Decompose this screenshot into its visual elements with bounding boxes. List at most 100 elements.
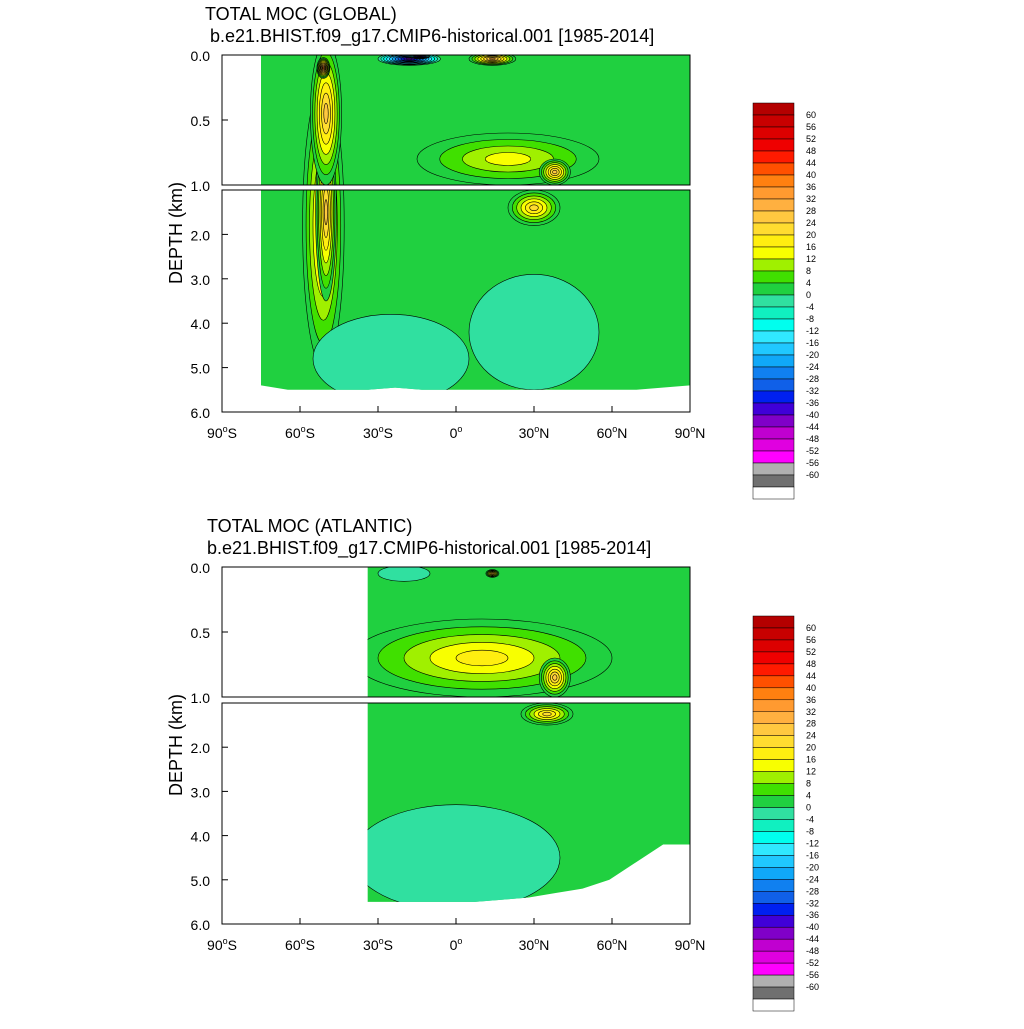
colorbar-swatch xyxy=(753,831,794,843)
colorbar-swatch xyxy=(753,235,794,247)
x-tick-label: 90oS xyxy=(207,936,237,953)
y-tick-label: 3.0 xyxy=(191,784,211,800)
colorbar-label: 40 xyxy=(806,170,816,180)
colorbar-label: -8 xyxy=(806,826,814,836)
colorbar-swatch xyxy=(753,331,794,343)
colorbar-label: 4 xyxy=(806,278,811,288)
colorbar-swatch xyxy=(753,463,794,475)
colorbar-swatch xyxy=(753,748,794,760)
colorbar-swatch xyxy=(753,139,794,151)
colorbar-swatch xyxy=(753,487,794,499)
colorbar-swatch xyxy=(753,700,794,712)
colorbar-swatch xyxy=(753,307,794,319)
y-tick-label: 2.0 xyxy=(191,227,211,243)
colorbar-label: 24 xyxy=(806,218,816,228)
colorbar-label: -4 xyxy=(806,814,814,824)
y-tick-label: 0.0 xyxy=(191,560,211,576)
x-tick-label: 0o xyxy=(450,424,463,441)
colorbar-swatch xyxy=(753,475,794,487)
x-tick-label: 90oN xyxy=(675,424,706,441)
colorbar-swatch xyxy=(753,652,794,664)
colorbar-swatch xyxy=(753,796,794,808)
colorbar-label: 48 xyxy=(806,659,816,669)
colorbar-label: 16 xyxy=(806,755,816,765)
colorbar-swatch xyxy=(753,724,794,736)
colorbar-label: -20 xyxy=(806,350,819,360)
colorbar-swatch xyxy=(753,927,794,939)
x-tick-label: 60oN xyxy=(597,936,628,953)
contour-amoc-deep xyxy=(530,205,539,211)
colorbar-swatch xyxy=(753,115,794,127)
colorbar-swatch xyxy=(753,616,794,628)
x-tick-label: 60oS xyxy=(285,936,315,953)
colorbar-label: -48 xyxy=(806,946,819,956)
colorbar-swatch xyxy=(753,712,794,724)
colorbar-label: -16 xyxy=(806,338,819,348)
colorbar-swatch xyxy=(753,891,794,903)
colorbar-label: -44 xyxy=(806,422,819,432)
colorbar-label: -40 xyxy=(806,922,819,932)
colorbar-swatch xyxy=(753,199,794,211)
colorbar-label: -36 xyxy=(806,910,819,920)
colorbar-label: 56 xyxy=(806,122,816,132)
colorbar-swatch xyxy=(753,211,794,223)
colorbar-swatch xyxy=(753,439,794,451)
colorbar-label: 12 xyxy=(806,254,816,264)
colorbar-label: -60 xyxy=(806,470,819,480)
colorbar-label: 36 xyxy=(806,695,816,705)
colorbar-swatch xyxy=(753,163,794,175)
y-tick-label: 4.0 xyxy=(191,829,211,845)
colorbar-swatch xyxy=(753,879,794,891)
colorbar-swatch xyxy=(753,903,794,915)
colorbar-label: -56 xyxy=(806,970,819,980)
y-tick-label: 5.0 xyxy=(191,361,211,377)
colorbar-label: -60 xyxy=(806,982,819,992)
colorbar-swatch xyxy=(753,295,794,307)
colorbar-label: 28 xyxy=(806,719,816,729)
contour-sh-deep-core xyxy=(325,200,328,225)
y-tick-label: 3.0 xyxy=(191,272,211,288)
colorbar-label: -12 xyxy=(806,326,819,336)
colorbar-swatch xyxy=(753,867,794,879)
contour-amoc-upper xyxy=(485,153,531,166)
colorbar-swatch xyxy=(753,175,794,187)
colorbar-swatch xyxy=(753,855,794,867)
colorbar-swatch xyxy=(753,676,794,688)
colorbar-label: 36 xyxy=(806,182,816,192)
axis-break xyxy=(221,185,691,190)
colorbar-label: -28 xyxy=(806,886,819,896)
contour-amoc-deep xyxy=(543,712,552,716)
y-tick-label: 6.0 xyxy=(191,917,211,933)
y-axis-label: DEPTH (km) xyxy=(166,694,186,796)
contour-aabw-north xyxy=(469,274,599,389)
chart-subtitle: b.e21.BHIST.f09_g17.CMIP6-historical.001… xyxy=(210,26,654,47)
colorbar-label: 32 xyxy=(806,707,816,717)
contour-aabw xyxy=(352,805,560,911)
colorbar-swatch xyxy=(753,259,794,271)
colorbar-label: 20 xyxy=(806,743,816,753)
colorbar-swatch xyxy=(753,939,794,951)
x-tick-label: 90oS xyxy=(207,424,237,441)
contour-aabw-south xyxy=(313,314,469,403)
colorbar-swatch xyxy=(753,103,794,115)
colorbar-swatch xyxy=(753,283,794,295)
contour-amoc-upper xyxy=(456,650,508,666)
colorbar-swatch xyxy=(753,271,794,283)
x-tick-label: 60oS xyxy=(285,424,315,441)
y-tick-label: 2.0 xyxy=(191,740,211,756)
colorbar-swatch xyxy=(753,784,794,796)
colorbar-swatch xyxy=(753,379,794,391)
colorbar-swatch xyxy=(753,999,794,1011)
x-tick-label: 30oN xyxy=(519,936,550,953)
colorbar-swatch xyxy=(753,451,794,463)
y-tick-label: 0.5 xyxy=(191,625,211,641)
colorbar-label: 56 xyxy=(806,635,816,645)
colorbar-label: 0 xyxy=(806,803,811,813)
x-tick-label: 90oN xyxy=(675,936,706,953)
colorbar-label: 8 xyxy=(806,266,811,276)
x-tick-label: 0o xyxy=(450,936,463,953)
colorbar-label: -20 xyxy=(806,862,819,872)
colorbar-swatch xyxy=(753,403,794,415)
y-tick-label: 1.0 xyxy=(191,690,211,706)
